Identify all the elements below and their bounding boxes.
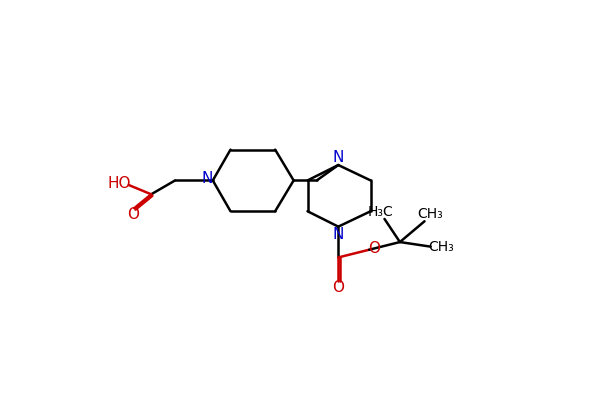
Text: N: N <box>332 227 344 242</box>
Text: O: O <box>127 207 139 222</box>
Text: CH₃: CH₃ <box>428 240 454 254</box>
Text: HO: HO <box>107 176 131 191</box>
Text: H₃C: H₃C <box>368 205 394 219</box>
Text: N: N <box>202 171 213 186</box>
Text: O: O <box>332 280 344 295</box>
Text: CH₃: CH₃ <box>417 207 443 221</box>
Text: O: O <box>368 242 380 256</box>
Text: N: N <box>332 150 344 165</box>
